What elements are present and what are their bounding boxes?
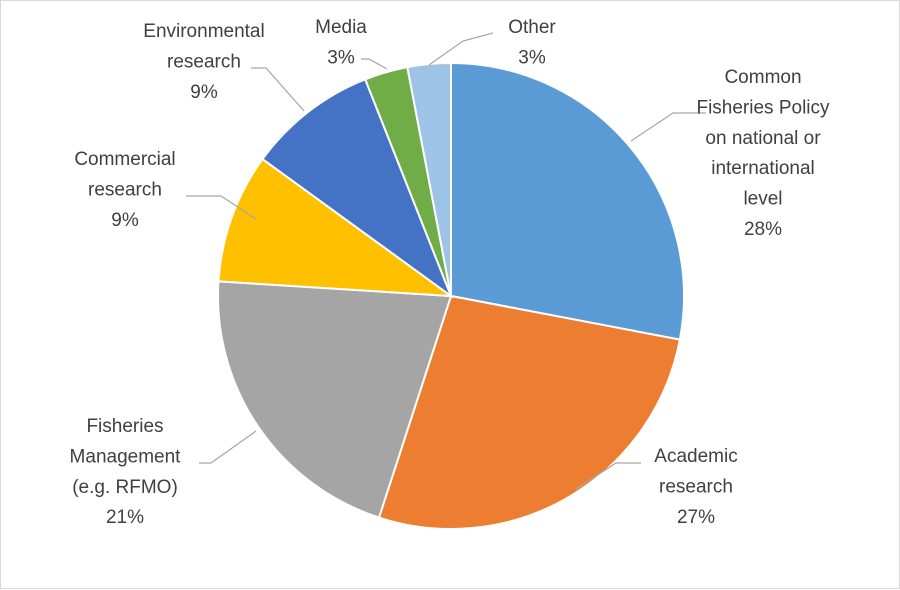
leader-line	[186, 195, 257, 220]
leader-line	[428, 32, 494, 66]
slice-percent: 3%	[518, 47, 546, 68]
slice-label-line: on national or	[705, 128, 821, 149]
data-labels: Common Fisheries Policy on national or inte…	[70, 17, 830, 528]
slice-label: Media 3%	[315, 17, 367, 68]
leader-line	[630, 112, 706, 142]
slice-label: Other 3%	[508, 17, 556, 68]
pie-slice	[261, 78, 454, 299]
pie-slice	[406, 61, 452, 297]
slice-label: Common Fisheries Policy on national or inte…	[696, 67, 830, 240]
slice-label-line: Media	[315, 17, 367, 38]
pie-slice	[217, 280, 453, 519]
slice-label-line: Common	[724, 67, 801, 88]
slice-label-line: research	[659, 476, 733, 497]
slice-label-line: research	[88, 179, 162, 200]
pie-slices	[217, 61, 685, 530]
slice-label-line: Other	[508, 17, 556, 38]
slice-percent: 9%	[111, 210, 139, 231]
slice-label-line: research	[167, 51, 241, 72]
slice-label: Academic research 27%	[654, 446, 737, 528]
slice-percent: 9%	[190, 82, 218, 103]
slice-label-line: Management	[70, 446, 182, 467]
leader-lines	[186, 32, 706, 490]
slice-label-line: (e.g. RFMO)	[72, 477, 178, 498]
leader-line	[361, 58, 388, 70]
leader-line	[251, 67, 305, 112]
slice-label: Commercial research 9%	[74, 149, 175, 231]
slice-label: Fisheries Management (e.g. RFMO) 21%	[70, 416, 182, 528]
slice-label-line: Academic	[654, 446, 737, 467]
slice-label: Environmental research 9%	[143, 21, 264, 103]
slice-label-line: Fisheries Policy	[696, 97, 830, 118]
leader-line	[575, 462, 641, 490]
slice-label-line: Environmental	[143, 21, 264, 42]
pie-slice	[450, 61, 685, 341]
slice-label-line: Fisheries	[86, 416, 163, 437]
slice-percent: 28%	[744, 219, 782, 240]
slice-percent: 27%	[677, 507, 715, 528]
slice-percent: 21%	[106, 507, 144, 528]
slice-label-line: level	[743, 189, 782, 210]
slice-label-line: international	[711, 158, 815, 179]
slice-percent: 3%	[327, 47, 355, 68]
leader-line	[199, 430, 257, 464]
pie-slice	[217, 157, 455, 298]
slice-label-line: Commercial	[74, 149, 175, 170]
